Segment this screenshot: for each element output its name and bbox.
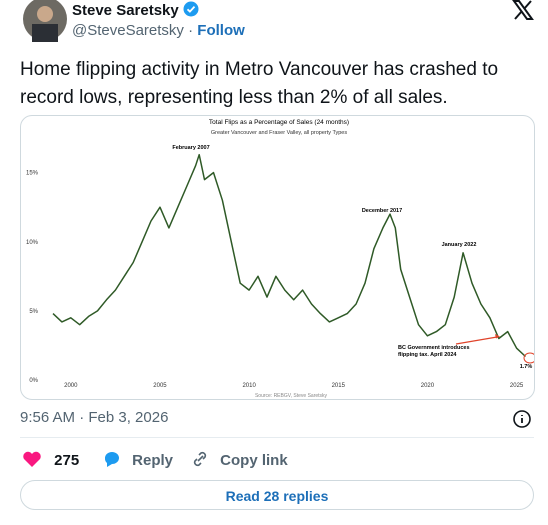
tweet-text: Home flipping activity in Metro Vancouve… bbox=[20, 59, 499, 108]
read-replies-button[interactable]: Read 28 replies bbox=[20, 480, 534, 510]
timestamp[interactable]: 9:56 AM · Feb 3, 2026 bbox=[20, 409, 169, 426]
y-tick-label: 10% bbox=[26, 240, 39, 246]
y-tick-label: 0% bbox=[29, 378, 38, 384]
copy-link-button[interactable]: Copy link bbox=[190, 450, 288, 469]
like-button[interactable]: 275 bbox=[22, 450, 79, 469]
separator: · bbox=[188, 22, 194, 39]
annotation: 1.7% bbox=[520, 364, 533, 370]
line bbox=[52, 153, 527, 358]
chart-source: Source: REBGV, Steve Saretsky bbox=[255, 393, 328, 399]
x-tick-label: 2025 bbox=[510, 383, 524, 389]
handle[interactable]: @SteveSaretsky bbox=[72, 22, 184, 39]
verified-badge bbox=[183, 1, 199, 17]
divider bbox=[20, 437, 534, 438]
author-name[interactable]: Steve Saretsky bbox=[72, 1, 199, 19]
avatar[interactable] bbox=[22, 0, 68, 42]
annotation: February 2007 bbox=[172, 145, 209, 151]
annotation: flipping tax. April 2024 bbox=[398, 352, 457, 358]
link-icon bbox=[193, 451, 207, 467]
x-tick-label: 2020 bbox=[421, 383, 435, 389]
info-icon[interactable] bbox=[512, 409, 532, 429]
highlight-circle bbox=[523, 352, 534, 364]
name: Steve Saretsky bbox=[72, 2, 179, 19]
like-count: 275 bbox=[54, 452, 80, 469]
copy-link-label: Copy link bbox=[220, 452, 288, 469]
chart: Total Flips as a Percentage of Sales (24… bbox=[26, 119, 534, 399]
chart-subtitle: Greater Vancouver and Fraser Valley, all… bbox=[211, 130, 347, 136]
reply-label: Reply bbox=[132, 452, 174, 469]
x-logo[interactable] bbox=[512, 0, 534, 20]
x-tick-label: 2010 bbox=[242, 383, 256, 389]
annotation: January 2022 bbox=[442, 242, 477, 248]
follow-button[interactable]: Follow bbox=[197, 22, 245, 39]
heart-icon bbox=[23, 451, 41, 467]
y-tick-label: 15% bbox=[26, 171, 39, 177]
reply-icon bbox=[104, 452, 119, 467]
annotation: BC Government introduces bbox=[398, 345, 470, 351]
author-handle: @SteveSaretsky · Follow bbox=[72, 22, 245, 39]
chart-image[interactable]: Total Flips as a Percentage of Sales (24… bbox=[20, 115, 535, 400]
x-tick-label: 2000 bbox=[64, 383, 78, 389]
annotation: December 2017 bbox=[362, 208, 402, 214]
x-tick-label: 2015 bbox=[332, 383, 346, 389]
annotation-arrow bbox=[455, 336, 498, 345]
x-tick-label: 2005 bbox=[153, 383, 167, 389]
y-tick-label: 5% bbox=[29, 309, 38, 315]
chart-title: Total Flips as a Percentage of Sales (24… bbox=[209, 119, 349, 126]
arrow-head bbox=[495, 334, 500, 339]
reply-button[interactable]: Reply bbox=[102, 450, 173, 469]
